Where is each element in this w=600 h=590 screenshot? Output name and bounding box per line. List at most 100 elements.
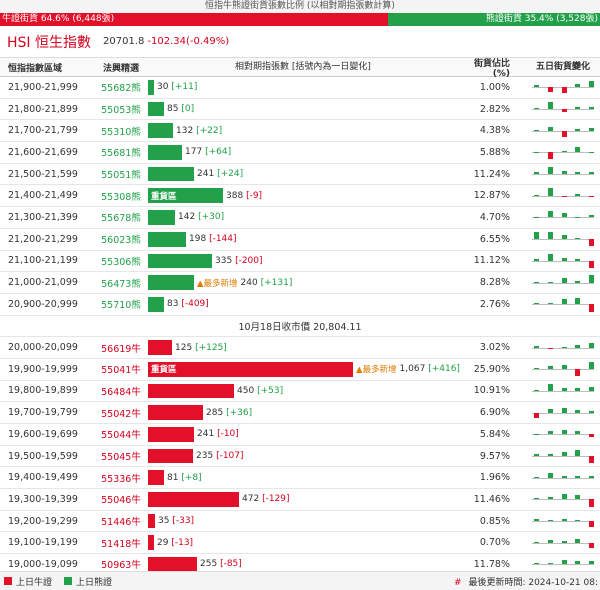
spark-chart xyxy=(532,79,595,96)
index-title[interactable]: HSI 恒生指數 xyxy=(7,34,91,51)
warrant-code-link[interactable]: 55306熊 xyxy=(101,256,141,268)
warrant-code-link[interactable]: 56619牛 xyxy=(101,343,141,355)
table-row[interactable]: 21,200-21,299 56023熊 198 [-144] 6.55% xyxy=(0,229,600,251)
strike-range: 21,400-21,499 xyxy=(8,190,78,202)
contracts-value: 142 xyxy=(178,212,196,223)
warrant-code-link[interactable]: 55044牛 xyxy=(101,430,141,442)
spark-axis xyxy=(532,477,594,479)
contracts-value: 450 xyxy=(237,385,255,396)
warrant-code-link[interactable]: 55710熊 xyxy=(101,300,141,312)
contracts-cell: 235 [-107] xyxy=(148,446,458,467)
spark-bar xyxy=(534,108,540,110)
spark-bar xyxy=(575,410,581,413)
five-day-spark xyxy=(526,511,600,532)
contracts-change: [0] xyxy=(181,104,195,115)
contracts-change: [-85] xyxy=(220,559,242,570)
spark-bar xyxy=(548,303,554,305)
table-row[interactable]: 21,100-21,199 55306熊 335 [-200] 11.12% xyxy=(0,251,600,273)
warrant-code-link[interactable]: 55041牛 xyxy=(101,365,141,377)
spark-axis xyxy=(532,239,594,241)
spark-chart xyxy=(532,231,595,248)
ratio-bear: 熊證街貨 35.4% (3,528張) xyxy=(387,13,600,26)
table-row[interactable]: 19,400-19,499 55336牛 81 [+8] 1.96% xyxy=(0,467,600,490)
warrant-code-link[interactable]: 51446牛 xyxy=(101,517,141,529)
spark-bar xyxy=(548,254,554,261)
share-pct: 12.87% xyxy=(473,190,510,202)
spark-chart xyxy=(532,534,595,551)
spark-bar xyxy=(534,519,540,522)
contracts-bar-wrap: ▲最多新增 240 [+131] xyxy=(148,275,458,290)
warrant-code-link[interactable]: 55310熊 xyxy=(101,126,141,138)
table-row[interactable]: 21,000-21,099 56473熊 ▲最多新增 240 [+131] 8.28% xyxy=(0,272,600,294)
table-row[interactable]: 20,900-20,999 55710熊 83 [-409] 2.76% xyxy=(0,294,600,316)
warrant-code-link[interactable]: 55678熊 xyxy=(101,213,141,225)
table-row[interactable]: 19,000-19,099 50963牛 255 [-85] 11.78% xyxy=(0,554,600,571)
table-row[interactable]: 21,700-21,799 55310熊 132 [+22] 4.38% xyxy=(0,120,600,143)
contracts-bar xyxy=(148,210,175,225)
index-change: -102.34(-0.49%) xyxy=(147,36,230,47)
table-row[interactable]: 19,200-19,299 51446牛 35 [-33] 0.85% xyxy=(0,511,600,533)
warrant-code-link[interactable]: 56023熊 xyxy=(101,235,141,247)
spark-bar xyxy=(561,87,567,94)
spark-bar xyxy=(589,275,595,283)
contracts-bar-wrap: 235 [-107] xyxy=(148,448,458,464)
table-row[interactable]: 19,500-19,599 55045牛 235 [-107] 9.57% xyxy=(0,446,600,468)
contracts-change: [-33] xyxy=(172,516,195,527)
five-day-spark xyxy=(526,554,600,571)
ratio-bull: 牛證街貨 64.6% (6,448張) xyxy=(0,13,388,26)
warrant-code-link[interactable]: 55045牛 xyxy=(101,452,141,464)
contracts-change: [-129] xyxy=(262,494,290,505)
spark-bar xyxy=(534,476,540,478)
warrant-code-link[interactable]: 55308熊 xyxy=(101,191,141,203)
contracts-label: 1,067 [+416] xyxy=(400,364,460,374)
table-row[interactable]: 20,000-20,099 56619牛 125 [+125] 3.02% xyxy=(0,337,600,359)
index-header: HSI 恒生指數 20701.8 -102.34(-0.49%) xyxy=(0,26,600,58)
strike-range: 21,700-21,799 xyxy=(8,125,78,137)
warrant-code-link[interactable]: 55053熊 xyxy=(101,105,141,117)
table-row[interactable]: 19,100-19,199 51418牛 29 [-13] 0.70% xyxy=(0,532,600,555)
spark-bar xyxy=(575,388,581,391)
table-row[interactable]: 19,700-19,799 55042牛 285 [+36] 6.90% xyxy=(0,402,600,424)
contracts-change: [+131] xyxy=(260,277,293,288)
warrant-code-link[interactable]: 55682熊 xyxy=(101,83,141,95)
contracts-value: 241 xyxy=(197,169,215,180)
warrant-code-link[interactable]: 55046牛 xyxy=(101,495,141,507)
table-row[interactable]: 19,600-19,699 55044牛 241 [-10] 5.84% xyxy=(0,424,600,446)
contracts-change: [+8] xyxy=(181,472,202,483)
spark-bar xyxy=(534,390,540,391)
share-pct: 2.76% xyxy=(479,298,510,310)
warrant-code-link[interactable]: 56473熊 xyxy=(101,278,141,290)
table-row[interactable]: 21,500-21,599 55051熊 241 [+24] 11.24% xyxy=(0,164,600,186)
table-row[interactable]: 21,400-21,499 55308熊 重貨區 388 [-9] 12.87% xyxy=(0,185,600,208)
warrant-code-link[interactable]: 56484牛 xyxy=(101,386,141,398)
contracts-label: 29 [-13] xyxy=(157,538,193,548)
contracts-bar xyxy=(148,231,186,247)
table-row[interactable]: 19,800-19,899 56484牛 450 [+53] 10.91% xyxy=(0,381,600,403)
table-row[interactable]: 21,900-21,999 55682熊 30 [+11] 1.00% xyxy=(0,77,600,99)
table-row[interactable]: 21,800-21,899 55053熊 85 [0] 2.82% xyxy=(0,99,600,121)
spark-bar xyxy=(534,454,540,457)
spark-bar xyxy=(548,87,554,93)
share-pct: 1.96% xyxy=(479,472,510,484)
table-row[interactable]: 19,900-19,999 55041牛 重貨區 ▲最多新增 1,067 [+416] 2… xyxy=(0,359,600,381)
table-row[interactable]: 21,600-21,699 55681熊 177 [+64] 5.88% xyxy=(0,142,600,164)
share-pct: 0.70% xyxy=(479,537,510,549)
five-day-spark xyxy=(526,229,600,250)
warrant-code-link[interactable]: 55681熊 xyxy=(101,148,141,160)
contracts-value: 29 xyxy=(157,537,169,548)
spark-bar xyxy=(561,109,567,112)
warrant-code-link[interactable]: 55336牛 xyxy=(101,473,141,485)
strike-range: 21,100-21,199 xyxy=(8,255,78,267)
warrant-code-link[interactable]: 55051熊 xyxy=(101,170,141,182)
warrant-code-link[interactable]: 55042牛 xyxy=(101,408,141,420)
table-row[interactable]: 19,300-19,399 55046牛 472 [-129] 11.46% xyxy=(0,489,600,511)
five-day-spark xyxy=(526,207,600,228)
warrant-code-link[interactable]: 50963牛 xyxy=(101,560,141,571)
spark-bar xyxy=(575,237,581,240)
spark-chart xyxy=(532,166,595,183)
table-row[interactable]: 21,300-21,399 55678熊 142 [+30] 4.70% xyxy=(0,207,600,229)
contracts-label: 388 [-9] xyxy=(226,191,262,201)
spark-bar xyxy=(534,259,540,261)
warrant-code-link[interactable]: 51418牛 xyxy=(101,538,141,550)
contracts-value: 335 xyxy=(215,255,233,266)
